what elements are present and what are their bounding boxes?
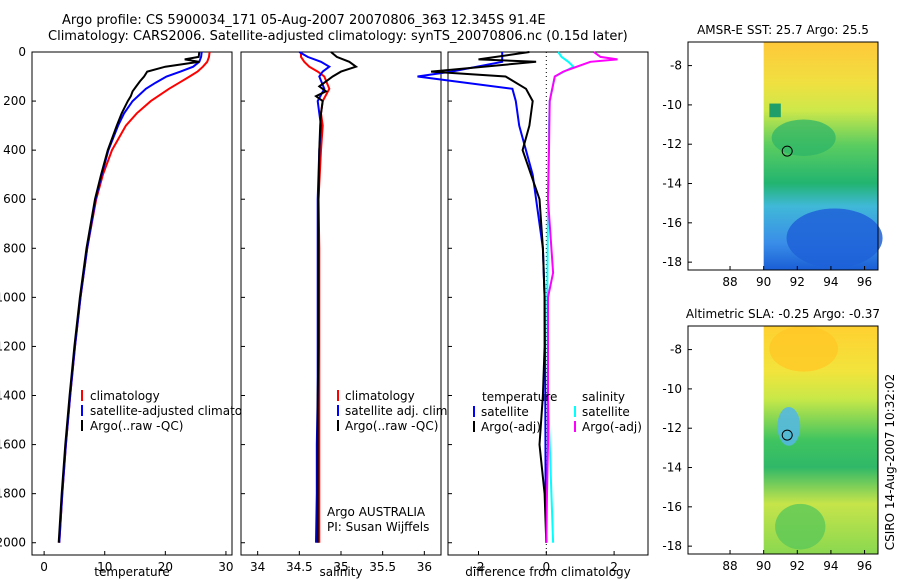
temperature-xtick-label: 20 — [158, 560, 173, 574]
sst_map-title: AMSR-E SST: 25.7 Argo: 25.5 — [697, 23, 869, 37]
sst_map-ytick-label: -10 — [662, 98, 682, 112]
difference-xlabel: difference from climatology — [465, 565, 631, 579]
argo-australia-annotation: Argo AUSTRALIA — [327, 505, 426, 519]
sst_map-ytick-label: -8 — [670, 59, 682, 73]
sla_map-axes-frame — [687, 325, 879, 555]
temperature-axes-frame — [31, 51, 233, 556]
sla_map-ytick-label: -14 — [662, 461, 682, 475]
salinity-panel — [240, 51, 442, 556]
sal-legend-label: Argo(..raw -QC) — [345, 419, 438, 433]
temperature-ytick-label: 1000 — [0, 290, 26, 304]
sla_map-argo-marker — [781, 429, 793, 441]
salinity-xlabel: salinity — [319, 565, 362, 579]
diff-legend-sal-label: satellite — [582, 405, 630, 419]
sal-legend-label: satellite adj. clim. — [345, 404, 451, 418]
sla-low-patch — [777, 406, 801, 446]
sla-green-patch — [775, 503, 826, 550]
difference-xtick-label: 2 — [610, 560, 618, 574]
difference-xtick-label: 0 — [542, 560, 550, 574]
sst_map-ytick-label: -14 — [662, 177, 682, 191]
temperature-ytick-label: 800 — [3, 241, 26, 255]
salinity-series-argo-raw-qc- — [314, 51, 359, 543]
sst_map-ytick-label: -12 — [662, 137, 682, 151]
salinity-xtick-label: 34 — [250, 560, 265, 574]
sst-cold-patch — [786, 208, 883, 268]
temperature-xtick-label: 10 — [97, 560, 112, 574]
figure-title-line-1: Argo profile: CS 5900034_171 05-Aug-2007… — [62, 13, 546, 28]
diff-legend-temp-label: Argo(-adj) — [481, 420, 541, 434]
salinity-xtick-label: 35 — [333, 560, 348, 574]
temperature-xtick-label: 30 — [218, 560, 233, 574]
sst-green-band — [771, 119, 836, 156]
sst_map-axes-frame — [687, 41, 879, 271]
temp-legend-label: satellite-adjusted climatology — [90, 404, 268, 418]
sst-dark-pixel — [769, 103, 781, 118]
temperature-ytick-label: 200 — [3, 94, 26, 108]
sst_map-panel — [687, 41, 883, 271]
sst_map-xtick-label: 90 — [756, 275, 771, 289]
sla-high-patch — [769, 326, 838, 372]
sst_map-xtick-label: 96 — [857, 275, 872, 289]
sla_map-xtick-label: 90 — [756, 559, 771, 573]
diff-legend-salinity-heading: salinity — [582, 390, 625, 404]
side-timestamp-label: CSIRO 14-Aug-2007 10:32:02 — [883, 374, 897, 550]
sst_map-ytick-label: -18 — [662, 255, 682, 269]
sla_map-xtick-label: 94 — [823, 559, 838, 573]
sst_map-xtick-label: 92 — [790, 275, 805, 289]
sla_map-xtick-label: 96 — [857, 559, 872, 573]
salinity-xtick-label: 34.5 — [286, 560, 313, 574]
figure-title-line-2: Climatology: CARS2006. Satellite-adjuste… — [48, 29, 628, 44]
temperature-ytick-label: 1400 — [0, 389, 26, 403]
temperature-ytick-label: 1800 — [0, 487, 26, 501]
pi-annotation: PI: Susan Wijffels — [327, 520, 429, 534]
temperature-ytick-label: 600 — [3, 192, 26, 206]
diff-legend-sal-label: Argo(-adj) — [582, 420, 642, 434]
difference-xtick-label: -2 — [473, 560, 485, 574]
temperature-ytick-label: 400 — [3, 143, 26, 157]
sla_map-ytick-label: -8 — [670, 343, 682, 357]
salinity-xtick-label: 35.5 — [369, 560, 396, 574]
difference-series-salinity-argo-adj- — [545, 51, 618, 543]
sst_map-xtick-label: 88 — [722, 275, 737, 289]
temperature-xtick-label: 0 — [40, 560, 48, 574]
temperature-series-argo-raw-qc- — [57, 51, 201, 543]
temperature-ytick-label: 1600 — [0, 438, 26, 452]
diff-legend-temp-label: satellite — [481, 405, 529, 419]
sla_map-panel — [687, 325, 879, 555]
salinity-xtick-label: 36 — [417, 560, 432, 574]
salinity-axes-frame — [240, 51, 442, 556]
sst_map-xtick-label: 94 — [823, 275, 838, 289]
sla_map-ytick-label: -16 — [662, 500, 682, 514]
sst_map-ytick-label: -16 — [662, 216, 682, 230]
temperature-ytick-label: 2000 — [0, 536, 26, 550]
temp-legend-label: Argo(..raw -QC) — [90, 419, 183, 433]
sla_map-ytick-label: -18 — [662, 539, 682, 553]
difference-series-temperature-satellite — [417, 52, 548, 543]
sla_map-xtick-label: 92 — [790, 559, 805, 573]
difference-panel — [417, 51, 649, 556]
sla_map-xtick-label: 88 — [722, 559, 737, 573]
salinity-series-climatology — [300, 52, 331, 543]
diff-legend-temperature-heading: temperature — [482, 390, 557, 404]
temperature-xlabel: temperature — [94, 565, 169, 579]
temperature-panel — [31, 51, 233, 556]
sal-legend-label: climatology — [345, 389, 415, 403]
sla_map-ytick-label: -12 — [662, 421, 682, 435]
difference-series-temperature-argo-adj- — [431, 51, 548, 543]
temp-legend-label: climatology — [90, 389, 160, 403]
sst_map-argo-marker — [781, 145, 793, 157]
temperature-ytick-label: 1200 — [0, 339, 26, 353]
sla_map-title: Altimetric SLA: -0.25 Argo: -0.37 — [686, 307, 880, 321]
sla_map-ytick-label: -10 — [662, 382, 682, 396]
temperature-ytick-label: 0 — [18, 45, 26, 59]
